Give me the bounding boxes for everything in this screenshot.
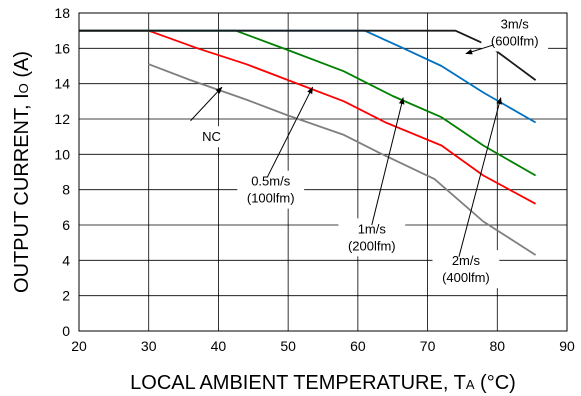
y-tick-label: 6 <box>62 217 70 233</box>
annotation-background <box>237 170 305 209</box>
x-tick-label: 90 <box>559 338 575 354</box>
y-tick-label: 10 <box>54 146 70 162</box>
x-tick-label: 50 <box>280 338 296 354</box>
y-tick-label: 4 <box>62 252 70 268</box>
annotation-background <box>432 250 500 289</box>
annotation-arrow <box>465 44 494 55</box>
x-axis-label: LOCAL AMBIENT TEMPERATURE, TA (°C) <box>130 372 516 394</box>
y-axis-label-unit: (A) <box>11 51 33 83</box>
annotation-label: (600lfm) <box>491 33 539 48</box>
annotation-label: (400lfm) <box>442 270 490 285</box>
annotation-label: 0.5m/s <box>251 174 291 189</box>
annotation-arrow <box>458 97 502 257</box>
annotation-label: 1m/s <box>358 221 387 236</box>
x-tick-label: 70 <box>420 338 436 354</box>
annotations: NC 0.5m/s (100lfm) 1m/s (200lfm) 2m/s (400lfm)… <box>190 13 549 289</box>
x-tick-label: 40 <box>211 338 227 354</box>
series-line <box>79 29 537 205</box>
y-axis-label: OUTPUT CURRENT, IO (A) <box>11 51 33 293</box>
annotation-label: 3m/s <box>501 16 530 31</box>
y-tick-label: 18 <box>54 5 70 21</box>
annotation-label: (200lfm) <box>348 238 396 253</box>
annotation-label: 2m/s <box>452 253 481 268</box>
annotation-arrow <box>266 86 313 178</box>
x-axis-label-unit: (°C) <box>474 372 515 394</box>
annotation-arrow <box>371 97 405 226</box>
y-tick-label: 16 <box>54 40 70 56</box>
series-line <box>79 29 537 124</box>
x-axis-label-main: LOCAL AMBIENT TEMPERATURE, T <box>130 372 466 394</box>
annotation-label: NC <box>202 129 221 144</box>
series-line <box>79 29 537 177</box>
y-axis-label-main: OUTPUT CURRENT, I <box>11 93 33 293</box>
y-tick-label: 2 <box>62 288 70 304</box>
annotation-arrow <box>190 86 223 122</box>
y-tick-label: 0 <box>62 323 70 339</box>
annotation-label: (100lfm) <box>247 191 295 206</box>
tick-labels: 20 30 40 50 60 70 80 90 0 2 4 6 8 10 12 14 16 18 <box>54 5 575 354</box>
y-tick-label: 14 <box>54 76 70 92</box>
x-tick-label: 60 <box>350 338 366 354</box>
x-tick-label: 20 <box>71 338 87 354</box>
series-line <box>79 29 537 81</box>
plot-frame <box>78 12 568 332</box>
series-line <box>148 63 537 256</box>
annotation-background <box>200 126 223 148</box>
x-tick-label: 80 <box>489 338 505 354</box>
y-tick-label: 12 <box>54 111 70 127</box>
y-tick-label: 8 <box>62 182 70 198</box>
x-axis-label-subscript: A <box>466 377 475 392</box>
x-tick-label: 30 <box>141 338 157 354</box>
plot-series <box>79 29 537 256</box>
y-axis-label-subscript: O <box>16 83 31 93</box>
